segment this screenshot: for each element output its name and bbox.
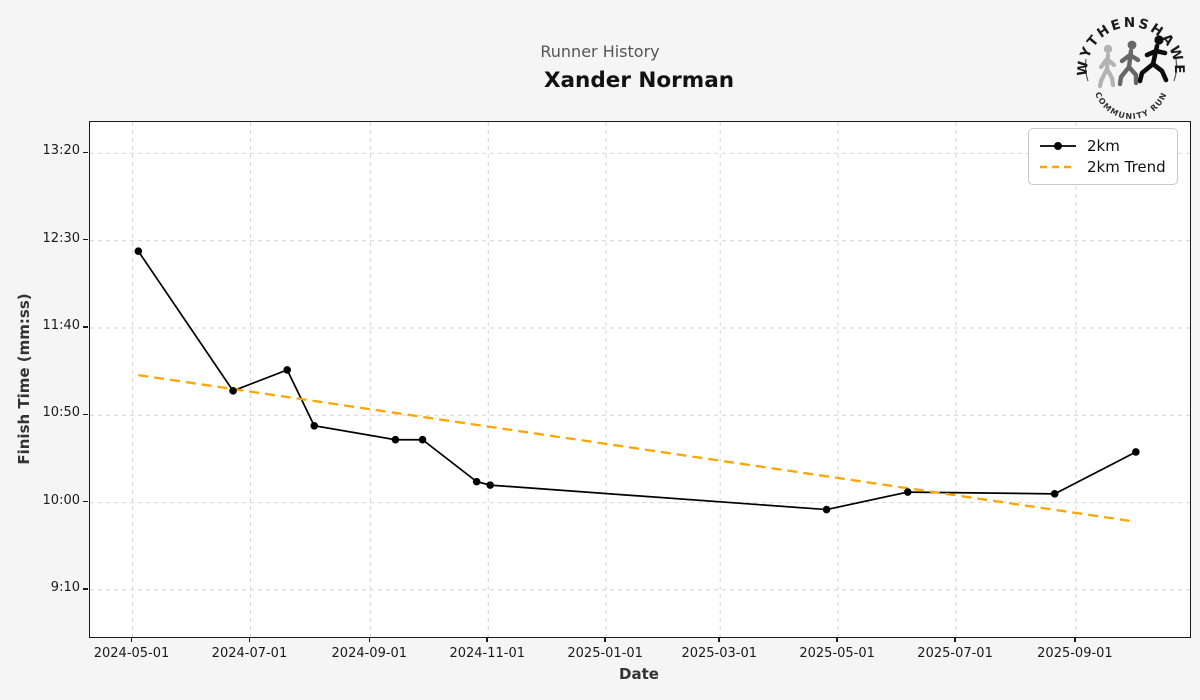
x-tick-mark [368, 637, 371, 642]
x-tick-label: 2025-05-01 [799, 646, 875, 661]
legend-dashed-line-icon [1040, 165, 1076, 169]
x-tick-mark [1074, 637, 1076, 642]
data-point-marker [903, 488, 912, 496]
community-run-logo: WYTHENSHAWE COMMUNITY RUN [1074, 7, 1188, 121]
data-point-marker [418, 435, 427, 444]
runner-jogging-icon [1117, 40, 1141, 87]
x-tick-label: 2024-05-01 [93, 646, 170, 661]
x-tick-mark [604, 637, 606, 642]
y-tick-mark [83, 151, 88, 154]
x-tick-label: 2024-07-01 [211, 646, 288, 661]
data-point-marker [310, 421, 319, 430]
x-tick-mark [486, 637, 488, 642]
x-tick-label: 2025-07-01 [917, 646, 993, 661]
x-tick-mark [248, 637, 251, 642]
y-tick-label: 11:40 [42, 318, 80, 333]
logo-badge-icon: WYTHENSHAWE COMMUNITY RUN [1074, 15, 1184, 121]
x-tick-label: 2025-03-01 [681, 646, 757, 661]
legend-label: 2km Trend [1087, 158, 1166, 176]
y-tick-label: 10:50 [42, 405, 80, 421]
x-tick-label: 2025-01-01 [567, 646, 643, 661]
x-tick-mark [836, 637, 838, 642]
data-point-marker [283, 366, 291, 374]
data-point-marker [134, 247, 143, 255]
y-tick-mark [83, 500, 88, 503]
legend-line-marker-icon [1040, 142, 1076, 150]
x-tick-mark [954, 637, 956, 642]
y-tick-label: 10:00 [42, 492, 80, 508]
runner-walking-icon [1097, 44, 1117, 89]
y-tick-label: 12:30 [42, 230, 80, 246]
data-point-marker [486, 481, 494, 489]
runner-sprinting-icon [1137, 35, 1169, 84]
legend: 2km 2km Trend [1028, 128, 1178, 185]
logo-left-arc [1084, 58, 1089, 82]
series-2km-trend-line [138, 373, 1137, 523]
legend-item-2km-trend: 2km Trend [1039, 158, 1167, 176]
plot-area [89, 121, 1191, 638]
data-point-marker [229, 387, 237, 395]
chart-suptitle: Runner History [540, 42, 660, 61]
data-point-marker [391, 435, 400, 444]
chart-canvas [90, 122, 1190, 637]
y-tick-label: 13:20 [42, 143, 80, 159]
chart-title-runner-name: Xander Norman [543, 68, 735, 93]
data-point-marker [1132, 448, 1140, 456]
logo-bottom-text: COMMUNITY RUN [1093, 91, 1169, 121]
y-tick-label: 9:10 [50, 579, 80, 595]
series-2km-line [137, 250, 1137, 511]
logo-right-arc [1173, 58, 1178, 82]
legend-label: 2km [1087, 137, 1120, 155]
y-tick-mark [83, 238, 88, 241]
y-tick-mark [83, 413, 88, 416]
x-tick-mark [718, 637, 720, 642]
x-axis-label: Date [619, 665, 659, 683]
y-tick-mark [83, 326, 88, 328]
data-point-marker [822, 505, 831, 514]
legend-item-2km: 2km [1039, 137, 1167, 155]
data-point-marker [472, 477, 481, 486]
data-point-marker [1050, 490, 1059, 498]
x-tick-label: 2025-09-01 [1037, 646, 1113, 661]
x-tick-mark [130, 637, 133, 642]
x-tick-label: 2024-11-01 [449, 646, 526, 661]
y-axis-label: Finish Time (mm:ss) [15, 293, 33, 465]
x-tick-label: 2024-09-01 [331, 646, 408, 661]
y-tick-mark [83, 588, 88, 590]
